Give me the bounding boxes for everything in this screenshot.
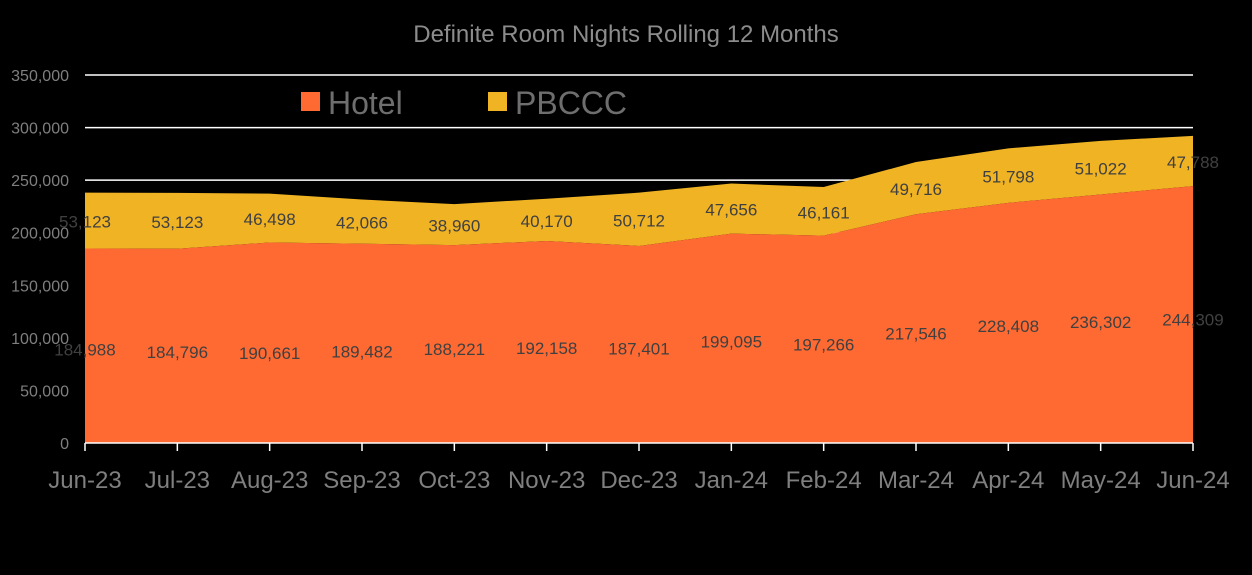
data-label-pbccc: 47,656 <box>705 201 757 220</box>
legend-label-hotel: Hotel <box>328 85 403 121</box>
x-tick-label: Apr-24 <box>972 467 1044 494</box>
area-series <box>85 135 1193 444</box>
x-tick-label: Mar-24 <box>878 467 954 494</box>
data-label-pbccc: 46,161 <box>798 203 850 222</box>
y-tick-label: 150,000 <box>11 278 69 295</box>
area-pbccc <box>85 135 1193 249</box>
data-label-pbccc: 51,022 <box>1075 160 1127 179</box>
y-tick-label: 0 <box>60 436 69 453</box>
y-axis: 0 50,000 100,000 150,000 200,000 250,000 300,0… <box>11 68 69 453</box>
data-label-pbccc: 42,066 <box>336 214 388 233</box>
x-tick-label: Feb-24 <box>786 467 862 494</box>
data-label-hotel: 197,266 <box>793 335 854 354</box>
data-label-pbccc: 40,170 <box>521 212 573 231</box>
data-label-hotel: 184,796 <box>147 343 208 362</box>
x-axis-labels: Jun-23 Jul-23 Aug-23 Sep-23 Oct-23 Nov-23 Dec-… <box>48 467 1229 494</box>
data-label-hotel: 236,302 <box>1070 313 1131 332</box>
data-label-hotel: 228,408 <box>978 317 1039 336</box>
area-hotel <box>85 186 1193 444</box>
data-label-pbccc: 46,498 <box>244 210 296 229</box>
data-label-hotel: 192,158 <box>516 339 577 358</box>
data-label-hotel: 187,401 <box>608 339 669 358</box>
legend-swatch-pbccc <box>488 92 507 111</box>
y-tick-label: 350,000 <box>11 68 69 85</box>
data-label-hotel: 190,661 <box>239 344 300 363</box>
data-labels: 184,988 184,796 190,661 189,482 188,221 192,1… <box>54 153 1223 363</box>
data-label-pbccc: 49,716 <box>890 180 942 199</box>
legend-label-pbccc: PBCCC <box>515 85 627 121</box>
data-label-pbccc: 38,960 <box>428 217 480 236</box>
x-tick-label: Jun-23 <box>48 467 121 494</box>
data-label-hotel: 199,095 <box>701 332 762 351</box>
data-label-hotel: 188,221 <box>424 340 485 359</box>
y-tick-label: 300,000 <box>11 121 69 138</box>
y-tick-label: 200,000 <box>11 226 69 243</box>
x-tick-label: Dec-23 <box>600 467 677 494</box>
x-axis <box>84 442 1194 451</box>
data-label-hotel: 189,482 <box>331 342 392 361</box>
y-tick-label: 250,000 <box>11 173 69 190</box>
data-label-pbccc: 53,123 <box>59 213 111 232</box>
data-label-hotel: 217,546 <box>885 325 946 344</box>
data-label-pbccc: 51,798 <box>982 168 1034 187</box>
y-tick-label: 50,000 <box>20 383 69 400</box>
data-label-hotel: 244,309 <box>1162 311 1223 330</box>
data-label-hotel: 184,988 <box>54 341 115 360</box>
y-tick-label: 100,000 <box>11 331 69 348</box>
data-label-pbccc: 53,123 <box>151 213 203 232</box>
x-tick-label: Nov-23 <box>508 467 585 494</box>
x-tick-label: May-24 <box>1061 467 1141 494</box>
x-tick-label: Jun-24 <box>1156 467 1229 494</box>
legend: Hotel PBCCC <box>301 85 627 121</box>
x-tick-label: Aug-23 <box>231 467 308 494</box>
data-label-pbccc: 50,712 <box>613 211 665 230</box>
x-tick-label: Oct-23 <box>418 467 490 494</box>
chart-title: Definite Room Nights Rolling 12 Months <box>413 21 839 48</box>
data-label-pbccc: 47,788 <box>1167 153 1219 172</box>
x-tick-label: Sep-23 <box>323 467 400 494</box>
x-tick-label: Jul-23 <box>145 467 210 494</box>
legend-swatch-hotel <box>301 92 320 111</box>
x-tick-label: Jan-24 <box>695 467 768 494</box>
